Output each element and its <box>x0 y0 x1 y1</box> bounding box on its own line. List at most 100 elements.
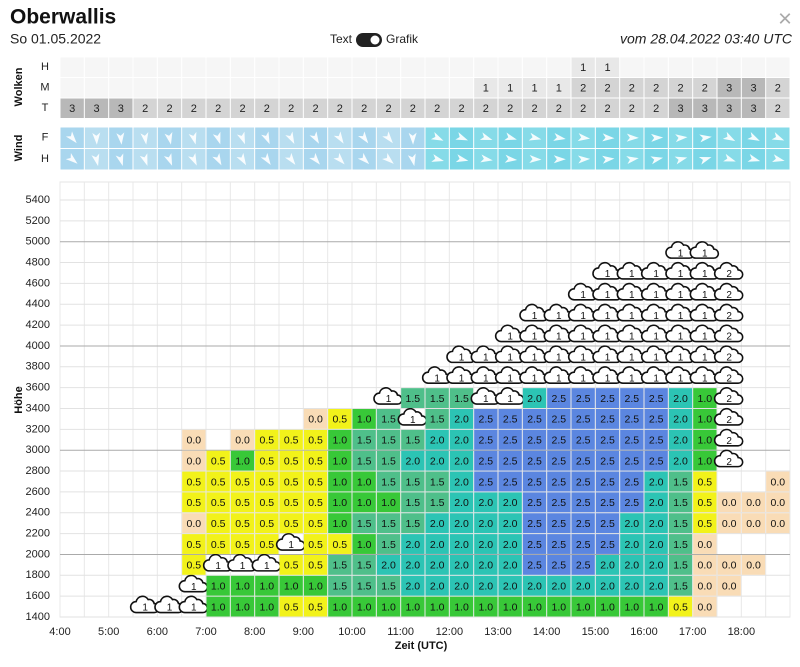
thermal-cell <box>449 513 474 534</box>
thermal-value: 2.5 <box>552 539 567 551</box>
x-tick-label: 4:00 <box>49 626 70 638</box>
thermal-cell <box>255 575 279 596</box>
thermal-value: 2.0 <box>430 455 445 467</box>
thermal-value: 1.0 <box>381 601 396 613</box>
cloud-icon: 2 <box>713 366 744 384</box>
y-tick-label: 1400 <box>26 611 50 623</box>
thermal-value: 2.0 <box>430 539 445 551</box>
thermal-cell <box>279 450 303 471</box>
thermal-value: 0.0 <box>722 518 737 530</box>
thermal-value: 0.0 <box>698 601 713 613</box>
thermal-value: 2.0 <box>454 455 469 467</box>
cloud-cell <box>474 98 498 118</box>
wind-arrow-shape <box>602 155 615 164</box>
thermal-value: 0.5 <box>235 476 250 488</box>
thermal-cell <box>693 388 717 408</box>
cloud-icon: 2 <box>713 324 744 343</box>
wind-arrow <box>772 154 785 163</box>
thermal-cell <box>571 534 595 554</box>
thermal-value: 2.0 <box>503 581 518 593</box>
cloud-cover: 2 <box>191 103 197 115</box>
wind-arrow <box>188 131 197 145</box>
wind-arrow <box>553 155 566 164</box>
cloud-shape <box>713 407 744 426</box>
y-axis-label: Höhe <box>13 386 25 414</box>
thermal-value: 0.5 <box>284 435 299 447</box>
cloud-cell <box>449 78 474 98</box>
cloud-number: 1 <box>507 332 513 343</box>
cloud-cell <box>717 57 741 77</box>
cloud-cover: 2 <box>337 103 343 115</box>
cloud-number: 1 <box>629 269 635 280</box>
thermal-cell <box>620 429 644 450</box>
cloud-cover: 1 <box>604 62 610 74</box>
thermal-cell <box>328 409 352 429</box>
thermal-cell <box>230 575 255 596</box>
thermal-cell <box>230 513 255 534</box>
thermal-value: 2.0 <box>406 581 421 593</box>
thermal-cell <box>328 513 352 534</box>
cloud-number: 1 <box>605 290 611 301</box>
cloud-cover: 2 <box>288 103 294 115</box>
wind-arrow-shape <box>309 131 319 144</box>
cloud-number: 1 <box>556 353 562 364</box>
cloud-number: 1 <box>702 290 708 301</box>
cloud-cell <box>498 57 522 77</box>
thermal-cell <box>668 554 693 575</box>
thermal-value: 2.5 <box>576 518 591 530</box>
close-button[interactable]: × <box>778 5 792 32</box>
thermal-value: 2.0 <box>649 539 664 551</box>
wind-arrow <box>722 131 736 142</box>
wind-arrow <box>236 131 246 145</box>
wind-arrow-shape <box>723 153 736 162</box>
cloud-number: 1 <box>605 311 611 322</box>
thermal-cell <box>766 471 790 492</box>
toggle-right-label[interactable]: Grafik <box>386 32 419 46</box>
cloud-number: 2 <box>726 373 732 384</box>
thermal-cell <box>352 492 376 513</box>
cloud-number: 1 <box>556 373 562 384</box>
wind-arrow <box>333 152 345 165</box>
wind-arrow <box>309 152 320 165</box>
cloud-number: 2 <box>726 269 732 280</box>
cloud-number: 1 <box>678 373 684 384</box>
thermal-value: 0.5 <box>308 476 323 488</box>
cloud-number: 1 <box>702 269 708 280</box>
thermal-cell <box>644 471 668 492</box>
thermal-cell <box>230 429 255 450</box>
thermal-value: 2.5 <box>600 476 615 488</box>
thermal-value: 2.5 <box>479 455 494 467</box>
cloud-shape <box>713 428 744 447</box>
thermal-value: 1.5 <box>406 476 421 488</box>
wind-arrow <box>65 131 77 144</box>
cloud-cell <box>474 78 498 98</box>
wind-arrow <box>699 134 712 143</box>
cloud-cover: 2 <box>580 83 586 95</box>
cloud-cell <box>474 57 498 77</box>
toggle-left-label[interactable]: Text <box>330 32 353 46</box>
thermal-value: 1.5 <box>673 497 688 509</box>
cloud-number: 1 <box>653 373 659 384</box>
thermal-value: 1.0 <box>698 455 713 467</box>
thermal-value: 0.5 <box>698 518 713 530</box>
cloud-cell <box>157 78 182 98</box>
thermal-cell <box>644 429 668 450</box>
thermal-cell <box>547 409 571 429</box>
thermal-cell <box>571 450 595 471</box>
cloud-cell <box>352 98 376 118</box>
cloud-cell <box>328 78 352 98</box>
thermal-cell <box>230 471 255 492</box>
cloud-cell <box>109 98 133 118</box>
thermal-cell <box>328 492 352 513</box>
wind-arrow-shape <box>529 154 542 163</box>
thermal-value: 1.5 <box>673 560 688 572</box>
wind-arrow-shape <box>626 156 639 164</box>
thermal-cell <box>206 575 230 596</box>
wind-arrow <box>747 131 760 141</box>
thermal-cell <box>668 534 693 554</box>
thermal-value: 2.5 <box>649 435 664 447</box>
thermal-cell <box>255 471 279 492</box>
thermal-value: 0.5 <box>260 518 275 530</box>
thermal-value: 0.5 <box>284 497 299 509</box>
thermal-value: 1.5 <box>357 455 372 467</box>
